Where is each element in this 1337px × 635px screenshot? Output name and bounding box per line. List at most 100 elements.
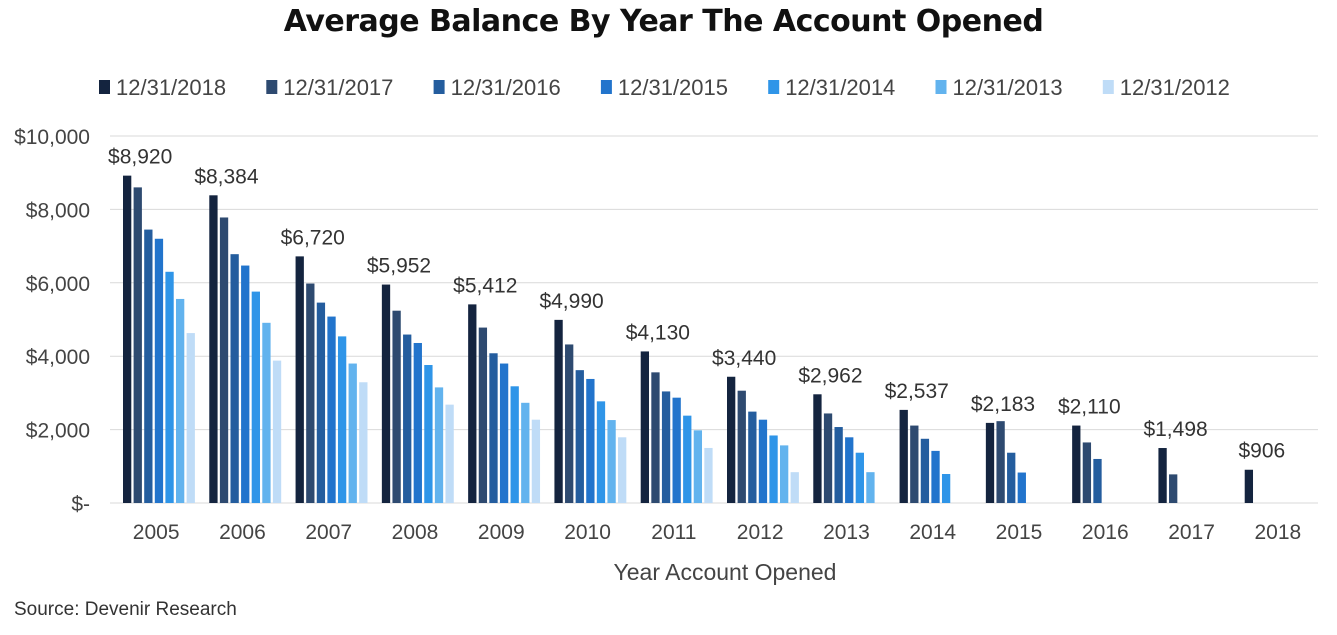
bar-2016-series-1	[1082, 442, 1092, 503]
legend-label: 12/31/2013	[953, 75, 1063, 100]
legend-swatch	[600, 80, 612, 94]
bar-2007-series-2	[316, 302, 326, 503]
bar-2009-series-0	[468, 304, 477, 503]
bar-2015-series-1	[996, 421, 1005, 503]
bar-2011-series-6	[704, 447, 713, 503]
x-tick-label: 2016	[1082, 521, 1129, 544]
bar-2009-series-3	[499, 363, 509, 503]
bar-2012-series-6	[790, 472, 799, 503]
legend-item: 12/31/2012	[1102, 75, 1230, 100]
x-tick-label: 2010	[564, 521, 611, 544]
bar-2005-series-3	[154, 238, 164, 503]
bar-2014-series-1	[910, 425, 919, 503]
bar-2010-series-4	[596, 401, 606, 503]
legend: 12/31/2018 12/31/2017 12/31/2016 12/31/2015…	[99, 75, 1230, 100]
legend-swatch	[99, 80, 110, 94]
legend-label: 12/31/2012	[1120, 75, 1230, 100]
bar-2007-series-0	[295, 256, 304, 503]
bar-2007-series-5	[348, 363, 357, 503]
legend-swatch	[768, 80, 780, 94]
x-tick-label: 2015	[996, 521, 1043, 544]
bar-2006-series-2	[230, 254, 239, 503]
x-tick-label: 2007	[305, 521, 352, 544]
x-tick-label: 2012	[737, 521, 784, 544]
bar-2010-series-5	[607, 420, 616, 503]
bar-2009-series-2	[489, 353, 498, 503]
bar-2011-series-0	[640, 351, 650, 503]
data-label: $5,412	[453, 274, 517, 297]
bar-2005-series-1	[133, 187, 142, 503]
y-tick-label: $4,000	[26, 346, 90, 369]
bar-2015-series-3	[1017, 472, 1026, 503]
bar-2013-series-3	[845, 437, 854, 503]
bar-2014-series-3	[931, 450, 940, 503]
bar-2008-series-3	[413, 342, 422, 503]
bar-2014-series-4	[941, 474, 951, 503]
legend-label: 12/31/2018	[116, 75, 226, 100]
bar-2017-series-1	[1169, 474, 1178, 503]
bar-2013-series-2	[834, 427, 843, 503]
x-axis-ticks: 2005 2006 2007 2008 2009 2010 2011 2012 2013 2014…	[133, 521, 1301, 544]
x-tick-label: 2014	[909, 521, 956, 544]
bar-2011-series-3	[672, 397, 681, 503]
bar-2009-series-4	[510, 386, 519, 503]
y-tick-label: $10,000	[14, 126, 90, 149]
bar-2010-series-0	[554, 319, 563, 503]
bar-2012-series-2	[748, 411, 757, 503]
data-label: $2,537	[885, 380, 949, 403]
bar-2012-series-5	[780, 445, 789, 503]
bar-2013-series-0	[813, 394, 822, 503]
y-tick-label: $2,000	[26, 420, 90, 443]
bar-2005-series-5	[176, 298, 185, 503]
x-tick-label: 2006	[219, 521, 266, 544]
bar-2012-series-0	[727, 376, 736, 503]
bar-2011-series-5	[693, 430, 703, 503]
data-label: $5,952	[367, 255, 431, 278]
data-label: $906	[1239, 440, 1286, 463]
x-tick-label: 2009	[478, 521, 525, 544]
legend-label: 12/31/2016	[451, 75, 561, 100]
data-label: $2,110	[1058, 396, 1121, 419]
bar-2013-series-4	[855, 452, 864, 503]
bar-2009-series-6	[531, 419, 541, 503]
bar-2007-series-6	[359, 382, 368, 503]
y-tick-label: $-	[71, 493, 90, 516]
legend-swatch	[1102, 80, 1114, 94]
legend-label: 12/31/2015	[618, 75, 728, 100]
bar-2011-series-4	[683, 415, 692, 503]
bar-2017-series-0	[1158, 448, 1167, 503]
legend-item: 12/31/2015	[600, 75, 728, 100]
bar-2011-series-2	[661, 391, 671, 503]
bar-2008-series-2	[403, 334, 412, 503]
bar-2012-series-4	[769, 435, 778, 503]
legend-item: 12/31/2013	[935, 75, 1063, 100]
source-note: Source: Devenir Research	[14, 599, 237, 620]
legend-label: 12/31/2017	[283, 75, 393, 100]
data-label: $1,498	[1143, 418, 1207, 441]
bar-2010-series-6	[618, 437, 627, 503]
bars	[123, 175, 1254, 504]
bar-2008-series-1	[392, 310, 401, 503]
bar-2013-series-5	[866, 472, 875, 503]
legend-swatch	[266, 80, 278, 94]
bar-2012-series-1	[737, 390, 746, 503]
bar-2005-series-2	[144, 229, 153, 503]
bar-2006-series-6	[272, 360, 282, 503]
bar-2005-series-6	[186, 333, 195, 503]
legend-item: 12/31/2014	[768, 75, 895, 100]
x-tick-label: 2011	[651, 521, 696, 544]
bar-2007-series-1	[306, 283, 315, 503]
bar-2015-series-2	[1007, 452, 1016, 503]
x-tick-label: 2005	[133, 521, 180, 544]
bar-2015-series-0	[985, 422, 995, 503]
y-tick-label: $8,000	[26, 199, 90, 222]
bar-2005-series-0	[123, 175, 132, 504]
bar-2014-series-0	[899, 409, 908, 503]
x-axis-label: Year Account Opened	[614, 559, 837, 585]
data-label: $4,130	[626, 321, 690, 344]
chart-title: Average Balance By Year The Account Open…	[283, 4, 1044, 39]
bar-2009-series-5	[521, 402, 530, 503]
data-label: $2,183	[971, 393, 1035, 416]
data-label: $4,990	[539, 290, 603, 313]
